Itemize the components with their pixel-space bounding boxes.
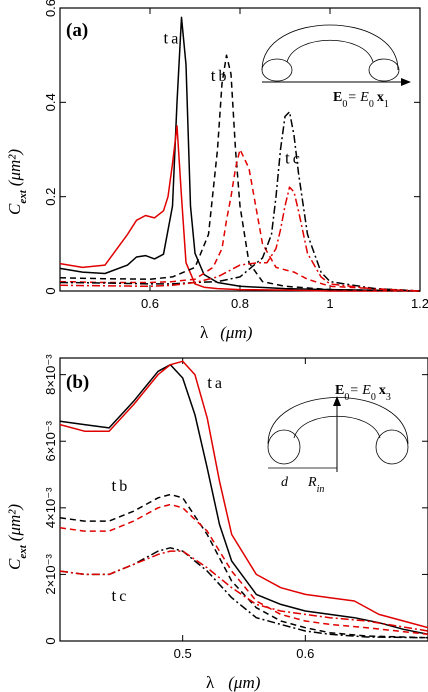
panel-b-ylabel-sub: ext [17, 544, 29, 558]
panel-b-ticks: 0.5 0.6 0 2×10⁻³ 4×10⁻³ 6×10⁻³ 8×10⁻³ [43, 354, 428, 661]
panel-a-curves [59, 16, 421, 292]
torus-outer-a [261, 24, 399, 71]
panel-a-series-5 [59, 186, 421, 292]
panel-a-xtick-label: 1 [326, 296, 333, 311]
field-eq-b: = E [349, 383, 371, 398]
panel-a-series-2 [59, 54, 421, 292]
panel-a-series-4 [59, 111, 421, 292]
svg-text:Cext(μm²): Cext (μm²) [5, 149, 29, 215]
field-sub-b: 0 [344, 392, 349, 403]
panel-a-yunit: (μm²) [5, 149, 24, 187]
panel-a-series-1 [59, 125, 420, 292]
panel-b-ytick-label: 2×10⁻³ [43, 554, 58, 595]
panel-b-ytick-label: 0 [43, 637, 58, 644]
panel-a-xtick-label: 1.2 [411, 296, 428, 311]
torus-right-section-b [375, 429, 409, 465]
panel-b-series-4 [59, 547, 428, 639]
panel-b-ytick-label: 8×10⁻³ [43, 354, 58, 395]
panel-b-curve-labels: t a t b t c [112, 373, 223, 605]
field-eq-sub-b: 0 [371, 392, 376, 403]
field-vec-a: x [377, 90, 384, 105]
panel-a-label: (a) [66, 20, 88, 41]
panel-b-curves [59, 360, 428, 639]
field-label-a: E [333, 90, 342, 105]
panel-a-torus-inset: E0= E0 x1 [261, 24, 411, 110]
torus-left-section-a [261, 58, 293, 82]
field-eq-a: = E [347, 90, 369, 105]
panel-b-xtick-label: 0.6 [296, 646, 314, 661]
panel-a-ytick-label: 0.2 [43, 188, 58, 206]
field-sub-a: 0 [342, 99, 347, 110]
svg-text:Rin: Rin [307, 475, 324, 495]
rin-label: R [307, 475, 317, 490]
field-vec-sub-a: 1 [384, 99, 389, 110]
panel-a-frame [59, 7, 421, 292]
panel-a-ytick-label: 0 [43, 287, 58, 294]
panel-a-ylabel: C [5, 203, 24, 215]
panel-b-label: (b) [66, 372, 89, 393]
panel-a: 0.6 0.8 1 1.200.20.40.6 t at bt c (a) E0= E0 x1… [5, 0, 428, 342]
field-label-b: E [335, 383, 344, 398]
torus-outer-b [267, 397, 409, 445]
panel-a-xlabel: λ [200, 323, 209, 342]
panel-b-yunit: (μm²) [5, 504, 24, 542]
panel-b-ytick-label: 6×10⁻³ [43, 420, 58, 461]
panel-b-frame [59, 357, 428, 642]
svg-text:λ(μm): λ (μm) [200, 323, 253, 342]
panel-a-xunit: (μm) [220, 323, 252, 342]
panel-a-curve-labels: t a t b t c [164, 28, 300, 167]
panel-a-xtick-label: 0.6 [141, 296, 159, 311]
panel-b-torus-inset: d Rin E0= E0 x3 [267, 383, 409, 495]
panel-b-series-0 [59, 363, 428, 636]
field-vec-sub-b: 3 [386, 392, 391, 403]
torus-left-section-b [267, 429, 301, 465]
panel-b-series-2 [59, 493, 428, 639]
panel-b-xunit: (μm) [228, 673, 260, 692]
panel-b: 0.5 0.6 0 2×10⁻³ 4×10⁻³ 6×10⁻³ 8×10⁻³ t a t b t c (… [5, 354, 428, 692]
panel-b-xtick-label: 0.5 [174, 646, 192, 661]
svg-text:λ(μm): λ (μm) [206, 673, 261, 692]
panel-a-xtick-label: 0.8 [231, 296, 249, 311]
panel-b-series-3 [59, 503, 428, 636]
field-eq-sub-a: 0 [369, 99, 374, 110]
torus-right-section-a [368, 58, 400, 82]
panel-b-xlabel: λ [206, 673, 215, 692]
panel-a-ytick-label: 0.4 [43, 93, 58, 111]
d-label: d [281, 475, 289, 490]
panel-a-ticks: 0.6 0.8 1 1.2 0 0.2 0.4 0.6 [43, 0, 428, 311]
panel-b-series-5 [59, 550, 428, 632]
svg-text:Cext(μm²): Cext (μm²) [5, 504, 29, 570]
panel-a-ytick-label: 0.6 [43, 0, 58, 17]
panel-a-series-3 [59, 148, 421, 292]
torus-inner-a [286, 39, 374, 63]
panel-a-ylabel-sub: ext [17, 189, 29, 203]
rin-sub: in [317, 484, 325, 495]
field-vec-b: x [379, 383, 386, 398]
panel-a-series-0 [59, 16, 421, 292]
panel-b-series-1 [59, 360, 428, 629]
panel-b-ylabel: C [5, 558, 24, 570]
panel-b-ytick-label: 4×10⁻³ [43, 487, 58, 528]
